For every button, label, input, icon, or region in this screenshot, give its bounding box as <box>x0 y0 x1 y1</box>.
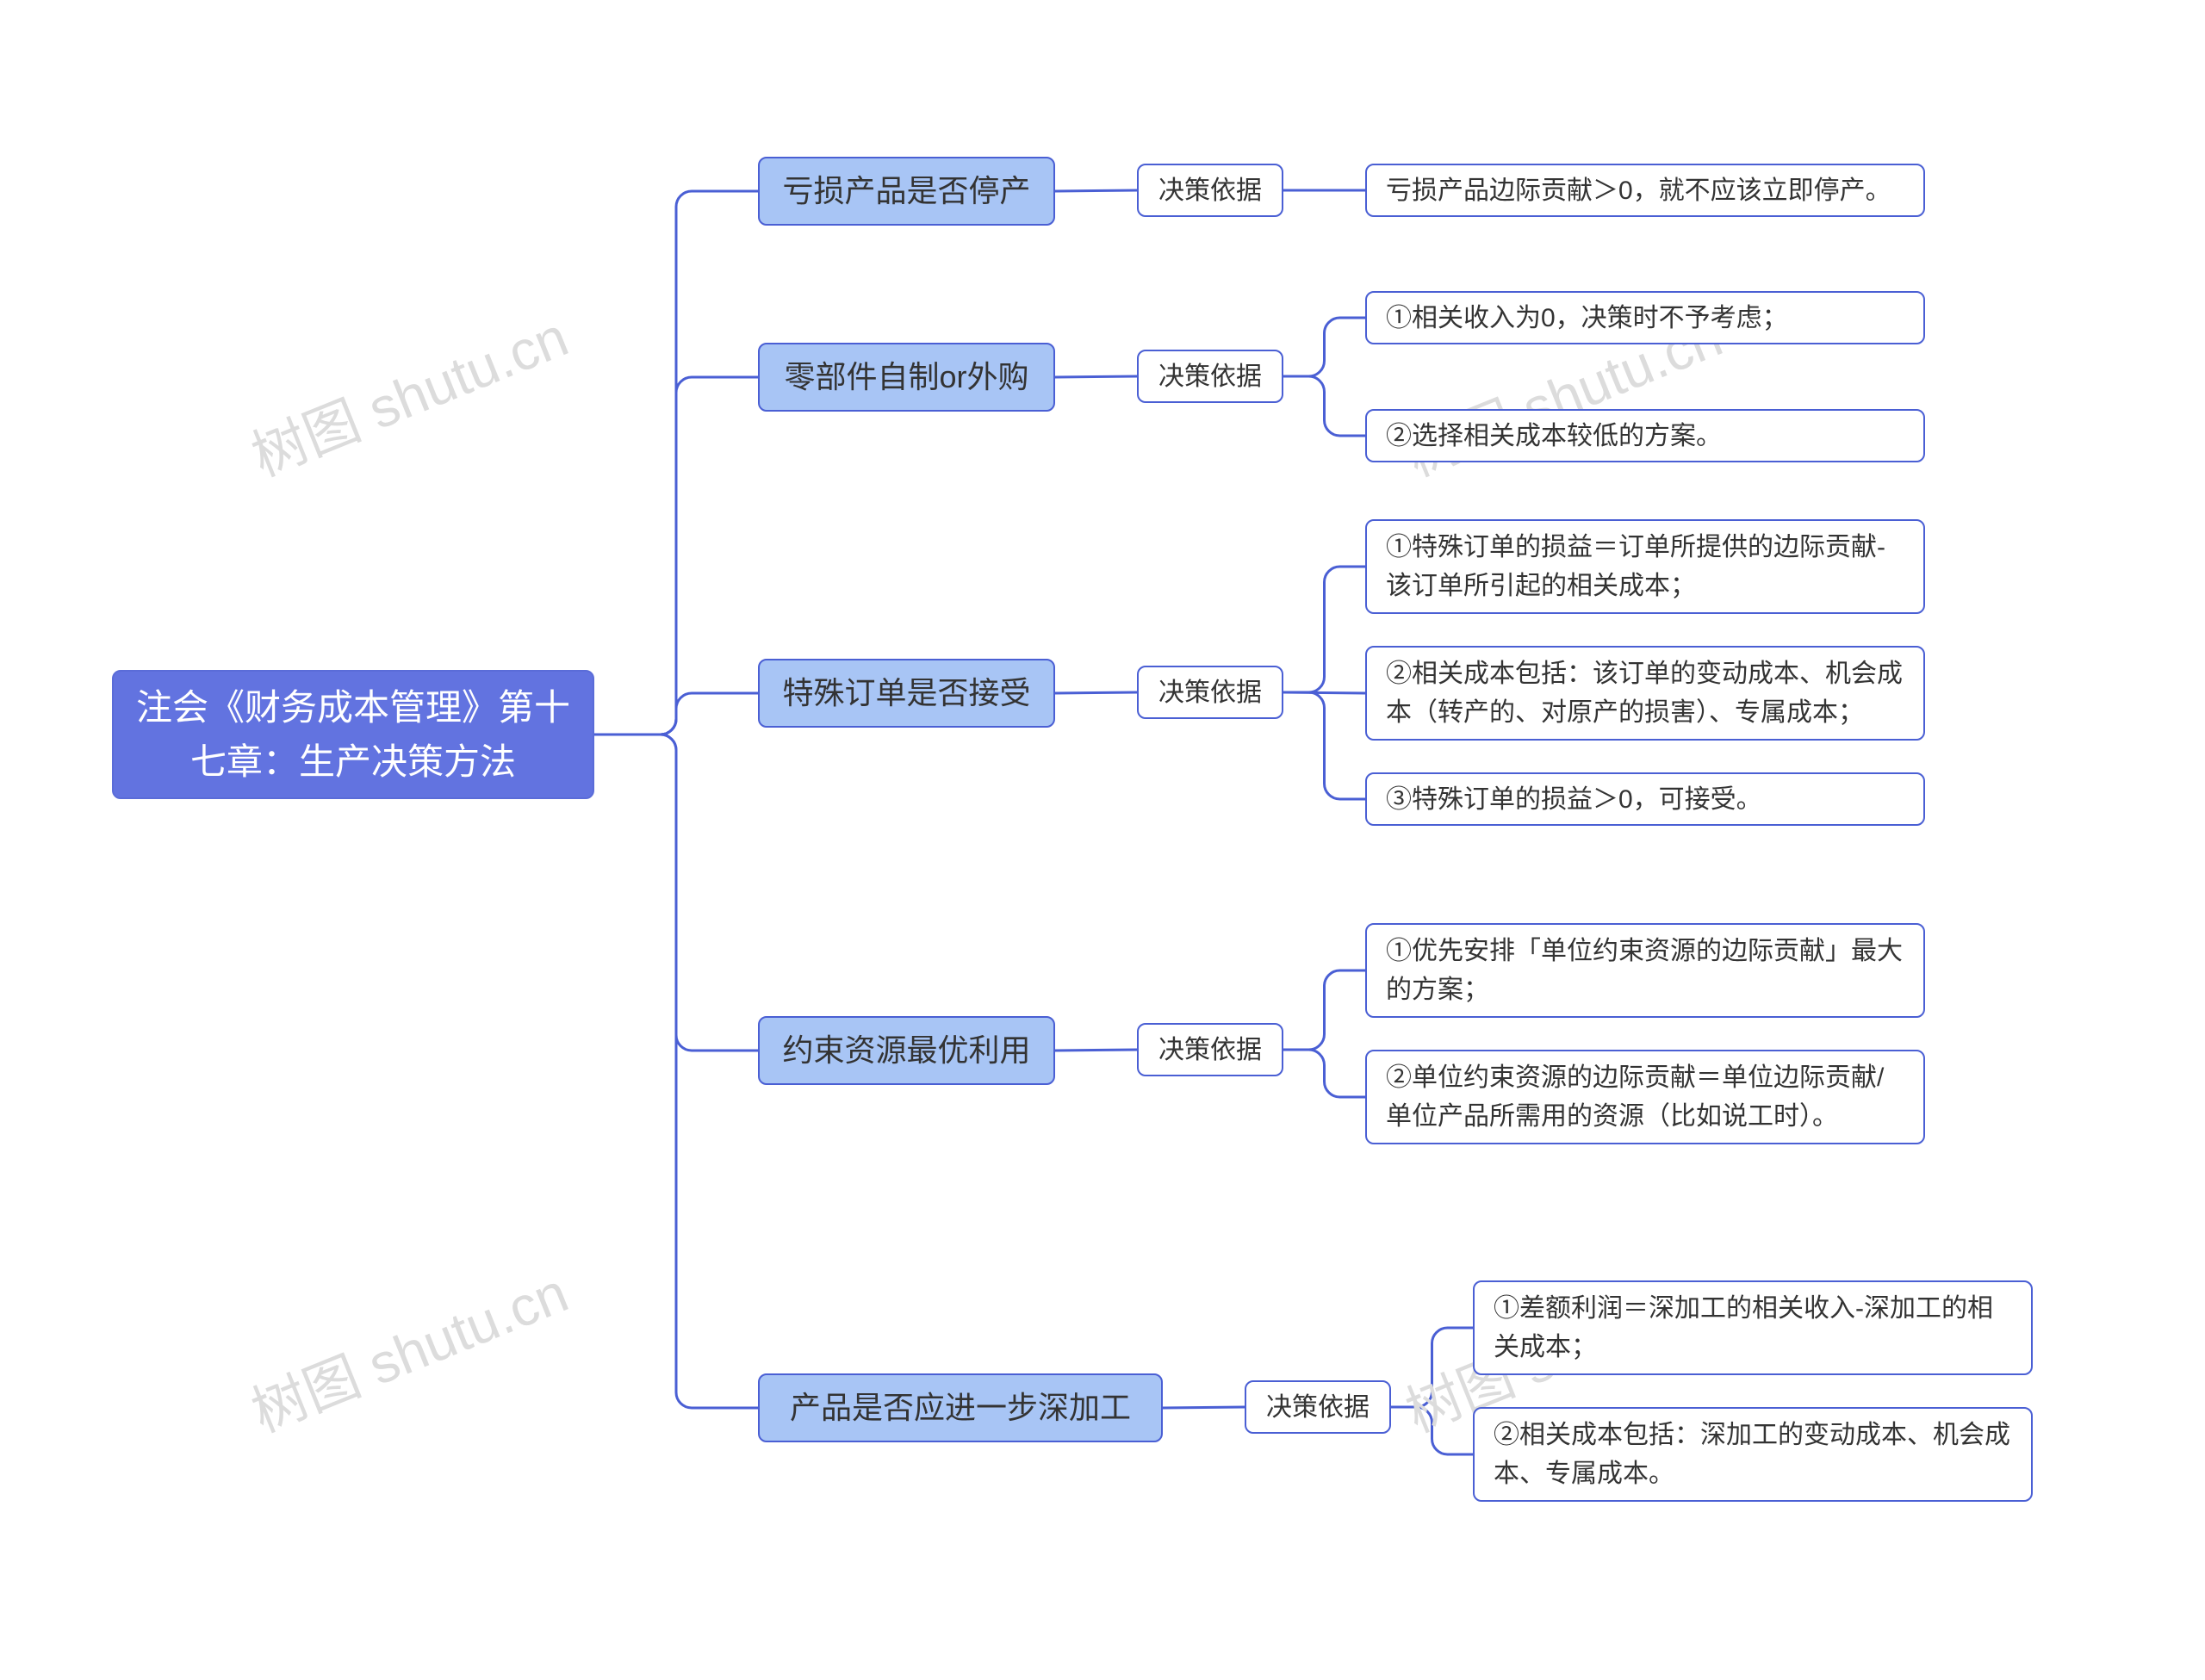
decision-basis-node: 决策依据 <box>1137 666 1283 719</box>
branch-label: 约束资源最优利用 <box>782 1027 1030 1074</box>
branch-label: 亏损产品是否停产 <box>782 168 1030 214</box>
branch-node: 产品是否应进一步深加工 <box>758 1373 1163 1442</box>
leaf-node: 亏损产品边际贡献＞0，就不应该立即停产。 <box>1365 164 1925 217</box>
leaf-node: ①特殊订单的损益＝订单所提供的边际贡献-该订单所引起的相关成本； <box>1365 519 1925 614</box>
leaf-node: ②相关成本包括：该订单的变动成本、机会成本（转产的、对原产的损害）、专属成本； <box>1365 646 1925 741</box>
decision-basis-label: 决策依据 <box>1158 171 1262 210</box>
watermark: 树图 shutu.cn <box>239 1249 578 1448</box>
leaf-label: ①特殊订单的损益＝订单所提供的边际贡献-该订单所引起的相关成本； <box>1386 528 1904 605</box>
leaf-node: ①相关收入为0，决策时不予考虑； <box>1365 291 1925 344</box>
decision-basis-label: 决策依据 <box>1158 673 1262 712</box>
decision-basis-node: 决策依据 <box>1137 350 1283 403</box>
leaf-node: ②选择相关成本较低的方案。 <box>1365 409 1925 462</box>
decision-basis-node: 决策依据 <box>1137 164 1283 217</box>
leaf-node: ②相关成本包括：深加工的变动成本、机会成本、专属成本。 <box>1473 1407 2033 1502</box>
decision-basis-node: 决策依据 <box>1245 1380 1391 1434</box>
watermark: 树图 shutu.cn <box>239 294 578 493</box>
decision-basis-node: 决策依据 <box>1137 1023 1283 1076</box>
branch-label: 零部件自制or外购 <box>784 354 1028 400</box>
leaf-label: ①差额利润＝深加工的相关收入-深加工的相关成本； <box>1494 1289 2012 1367</box>
leaf-node: ①差额利润＝深加工的相关收入-深加工的相关成本； <box>1473 1280 2033 1375</box>
mindmap-root-node: 注会《财务成本管理》第十七章：生产决策方法 <box>112 670 594 799</box>
leaf-node: ③特殊订单的损益＞0，可接受。 <box>1365 772 1925 826</box>
decision-basis-label: 决策依据 <box>1266 1388 1370 1427</box>
branch-node: 亏损产品是否停产 <box>758 157 1055 226</box>
mindmap-root-label: 注会《财务成本管理》第十七章：生产决策方法 <box>133 680 574 789</box>
branch-label: 产品是否应进一步深加工 <box>790 1385 1131 1431</box>
leaf-label: ③特殊订单的损益＞0，可接受。 <box>1386 780 1762 819</box>
leaf-node: ②单位约束资源的边际贡献＝单位边际贡献/单位产品所需用的资源（比如说工时）。 <box>1365 1050 1925 1144</box>
branch-node: 零部件自制or外购 <box>758 343 1055 412</box>
leaf-node: ①优先安排「单位约束资源的边际贡献」最大的方案； <box>1365 923 1925 1018</box>
branch-label: 特殊订单是否接受 <box>782 670 1030 716</box>
decision-basis-label: 决策依据 <box>1158 1031 1262 1069</box>
leaf-label: ②相关成本包括：该订单的变动成本、机会成本（转产的、对原产的损害）、专属成本； <box>1386 654 1904 732</box>
leaf-label: ②选择相关成本较低的方案。 <box>1386 417 1722 456</box>
branch-node: 特殊订单是否接受 <box>758 659 1055 728</box>
branch-node: 约束资源最优利用 <box>758 1016 1055 1085</box>
decision-basis-label: 决策依据 <box>1158 357 1262 396</box>
leaf-label: ②单位约束资源的边际贡献＝单位边际贡献/单位产品所需用的资源（比如说工时）。 <box>1386 1058 1904 1136</box>
leaf-label: ①优先安排「单位约束资源的边际贡献」最大的方案； <box>1386 932 1904 1009</box>
leaf-label: ①相关收入为0，决策时不予考虑； <box>1386 299 1788 338</box>
leaf-label: ②相关成本包括：深加工的变动成本、机会成本、专属成本。 <box>1494 1416 2012 1493</box>
leaf-label: 亏损产品边际贡献＞0，就不应该立即停产。 <box>1386 171 1891 210</box>
